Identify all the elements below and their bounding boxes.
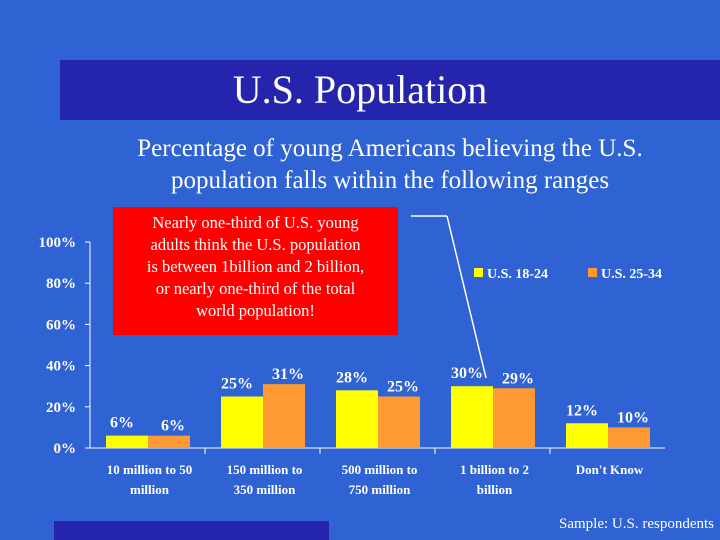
subtitle-line-2: population falls within the following ra… — [170, 167, 610, 194]
data-label: 25% — [387, 379, 419, 396]
title-bar: U.S. Population — [60, 60, 720, 120]
slide-subtitle: Percentage of young Americans believing … — [60, 133, 720, 197]
footer-bar — [54, 521, 329, 540]
sample-note: Sample: U.S. respondents — [559, 516, 714, 532]
data-label: 28% — [336, 369, 368, 386]
callout-line-5: world population! — [196, 301, 315, 320]
data-label: 6% — [110, 415, 134, 432]
data-label: 29% — [502, 370, 534, 387]
y-tick-label: 100% — [39, 235, 77, 251]
bar-18-24 — [106, 435, 148, 448]
x-tick-label: billion — [477, 482, 513, 497]
x-tick-label: 150 million to — [227, 462, 303, 477]
legend-swatch — [588, 268, 597, 277]
callout-pointer-diagonal — [446, 215, 487, 379]
y-tick-label: 20% — [46, 400, 76, 416]
legend-swatch — [474, 268, 483, 277]
y-tick-label: 80% — [46, 276, 76, 292]
callout-box: Nearly one-third of U.S. young adults th… — [113, 207, 398, 335]
legend-label: U.S. 25-34 — [601, 267, 662, 282]
data-label: 12% — [566, 402, 598, 419]
x-tick-label: Don't Know — [576, 462, 644, 477]
slide-title: U.S. Population — [232, 67, 488, 112]
bar-25-34 — [493, 388, 535, 448]
data-label: 30% — [451, 365, 483, 382]
callout-line-2: adults think the U.S. population — [150, 235, 361, 254]
data-label: 6% — [161, 418, 185, 435]
x-tick-label: million — [130, 482, 170, 497]
x-tick-label: 1 billion to 2 — [460, 462, 529, 477]
legend-label: U.S. 18-24 — [487, 267, 548, 282]
bar-18-24 — [221, 396, 263, 448]
callout-line-4: or nearly one-third of the total — [155, 279, 356, 298]
bar-25-34 — [148, 435, 190, 448]
bar-18-24 — [451, 386, 493, 448]
x-tick-label: 500 million to — [342, 462, 418, 477]
bar-25-34 — [608, 427, 650, 448]
bar-18-24 — [336, 390, 378, 448]
x-tick-label: 350 million — [234, 482, 297, 497]
callout-line-3: is between 1billion and 2 billion, — [146, 257, 365, 276]
x-tick-label: 10 million to 50 — [107, 462, 193, 477]
x-tick-label: 750 million — [349, 482, 412, 497]
callout-line-1: Nearly one-third of U.S. young — [152, 213, 359, 232]
data-label: 31% — [272, 366, 304, 383]
subtitle-line-1: Percentage of young Americans believing … — [137, 135, 643, 162]
bar-25-34 — [263, 384, 305, 448]
data-label: 10% — [617, 409, 649, 426]
data-label: 25% — [221, 376, 253, 393]
bar-25-34 — [378, 396, 420, 448]
y-tick-label: 0% — [54, 441, 77, 457]
y-tick-label: 40% — [46, 359, 76, 375]
y-tick-label: 60% — [46, 317, 76, 333]
bar-18-24 — [566, 423, 608, 448]
